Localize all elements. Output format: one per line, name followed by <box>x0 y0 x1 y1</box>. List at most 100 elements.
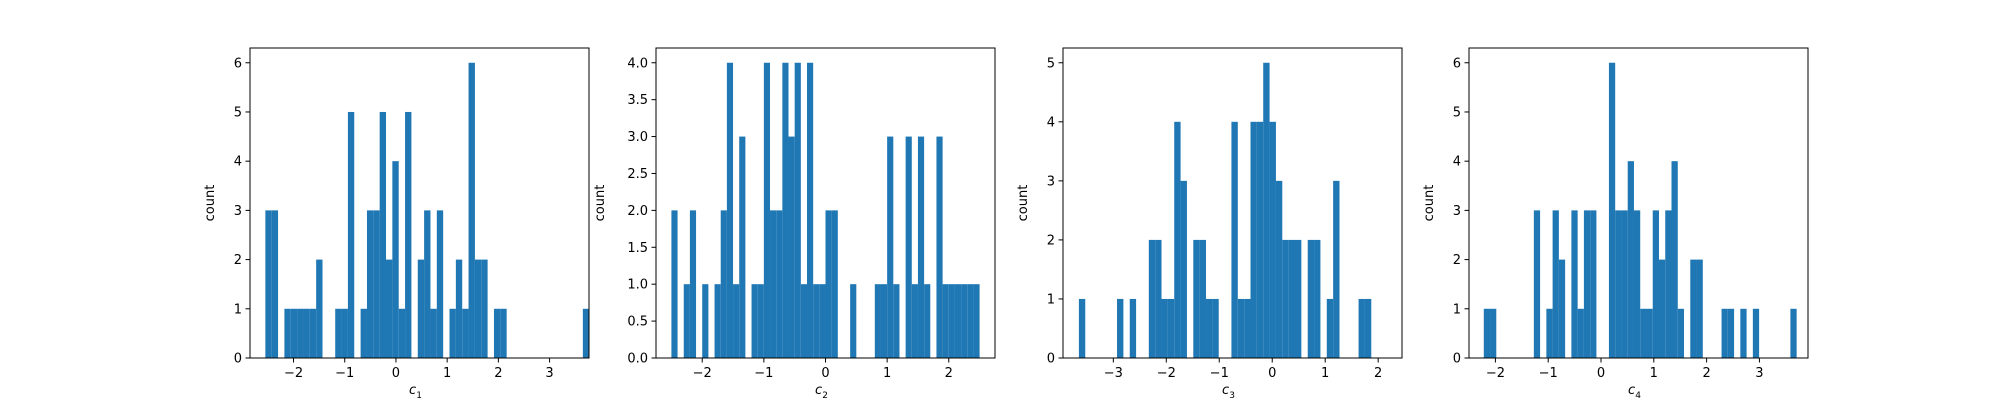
x-tick-label: 0 <box>392 366 400 381</box>
histogram-bar <box>1583 210 1591 358</box>
histogram-bar <box>1155 239 1162 358</box>
histogram-bar <box>1665 210 1672 358</box>
histogram-bar <box>360 308 367 358</box>
histogram-bars <box>1483 62 1797 358</box>
y-tick-label: 4 <box>1047 115 1055 130</box>
histogram-bar <box>1314 239 1321 358</box>
x-tick-label: −1 <box>335 366 354 381</box>
x-tick-label: 3 <box>1755 366 1763 381</box>
x-tick-label: 1 <box>1321 366 1329 381</box>
x-tick-label: −2 <box>284 366 303 381</box>
histogram-bar <box>1212 298 1219 358</box>
x-tick-label: −2 <box>1157 366 1176 381</box>
histogram-bar <box>1671 161 1678 358</box>
histogram-bar <box>373 210 380 358</box>
histogram-bar <box>1295 239 1302 358</box>
histogram-bar <box>417 259 425 358</box>
histogram-bar <box>1740 308 1747 358</box>
histogram-bar <box>942 284 949 358</box>
histogram-bar <box>335 308 342 358</box>
x-tick-label: −3 <box>1104 366 1123 381</box>
y-tick-label: 0 <box>1453 352 1461 367</box>
histogram-bar <box>1721 308 1728 358</box>
histogram-bar <box>379 111 387 358</box>
y-tick-label: 1.5 <box>627 241 648 256</box>
axes-frame <box>1062 47 1403 359</box>
histogram-bar <box>1558 259 1566 358</box>
y-tick-label: 2 <box>1047 233 1055 248</box>
y-axis-label: count <box>1016 185 1031 222</box>
x-axis-label: c4 <box>1628 383 1641 400</box>
x-tick-label: 0 <box>1268 366 1276 381</box>
histogram-bar <box>1364 298 1372 358</box>
histogram-bar <box>1117 298 1124 358</box>
histogram-bar <box>1571 210 1578 358</box>
histogram-bar <box>961 284 968 358</box>
y-axis-label: count <box>203 185 218 222</box>
x-tick-label: 1 <box>883 366 891 381</box>
histogram-bar <box>1358 298 1365 358</box>
histogram-bar <box>720 210 727 358</box>
histogram-bar <box>271 210 279 358</box>
histogram-bar <box>1533 210 1541 358</box>
histogram-bar <box>1633 210 1641 358</box>
histogram-bar <box>1244 298 1251 358</box>
axes-frame <box>1468 47 1809 359</box>
histogram-bar <box>825 210 832 358</box>
histogram-bar <box>1167 298 1175 358</box>
histogram-bar <box>386 259 393 358</box>
histogram-bar <box>850 284 857 358</box>
histogram-bar <box>689 210 697 358</box>
x-tick-label: −2 <box>693 366 712 381</box>
histogram-bar <box>1078 298 1086 358</box>
histogram-bar <box>303 308 310 358</box>
x-tick-label: −1 <box>1539 366 1558 381</box>
histogram-bar <box>455 259 463 358</box>
histogram-bar <box>1621 210 1628 358</box>
histogram-bar <box>1288 239 1296 358</box>
x-axis-label: c1 <box>409 383 422 400</box>
y-tick-label: 4 <box>234 155 242 170</box>
histogram-bar <box>1180 180 1187 358</box>
y-tick-label: 0 <box>234 352 242 367</box>
y-tick-label: 6 <box>234 56 242 71</box>
histogram-bar <box>770 210 777 358</box>
y-tick-label: 0 <box>1047 352 1055 367</box>
histogram-bar <box>284 308 291 358</box>
histogram-bar <box>462 308 469 358</box>
histogram-bar <box>1206 298 1213 358</box>
histogram-bar <box>973 284 980 358</box>
histogram-bar <box>831 210 838 358</box>
x-tick-label: −2 <box>1486 366 1505 381</box>
histogram-bar <box>683 284 690 358</box>
histogram-bar <box>493 308 501 358</box>
histogram-bar <box>1148 239 1156 358</box>
histogram-bar <box>1677 308 1685 358</box>
histogram-bar <box>366 210 374 358</box>
histogram-bar <box>1627 161 1634 358</box>
histogram-bar <box>757 284 764 358</box>
histogram-panel-c4: count c4 −2 −1 0 1 2 3 0 1 2 3 4 5 6 <box>1422 47 1809 400</box>
histogram-bar <box>449 308 456 358</box>
y-axis-label: count <box>1422 185 1437 222</box>
histogram-bar <box>954 284 962 358</box>
histogram-bar <box>1696 259 1703 358</box>
y-tick-label: 3 <box>1453 204 1461 219</box>
histogram-bar <box>800 284 808 358</box>
histogram-bar <box>1590 210 1597 358</box>
histogram-bar <box>763 62 771 358</box>
histogram-bar <box>924 284 931 358</box>
histogram-bar <box>1193 239 1200 358</box>
histogram-panel-c2: count c2 −2 −1 0 1 2 0.0 0.5 1.0 1.5 2.0 2.5 3.0 3.5… <box>593 47 996 400</box>
y-tick-label: 4 <box>1453 155 1461 170</box>
histogram-bar <box>398 308 406 358</box>
y-tick-label: 4.0 <box>627 56 648 71</box>
histogram-bar <box>1282 239 1289 358</box>
histogram-bar <box>874 284 881 358</box>
histogram-bar <box>893 284 900 358</box>
histogram-bar <box>702 284 709 358</box>
histogram-bar <box>297 308 304 358</box>
histogram-bar <box>1615 210 1622 358</box>
histogram-bar <box>1237 298 1245 358</box>
